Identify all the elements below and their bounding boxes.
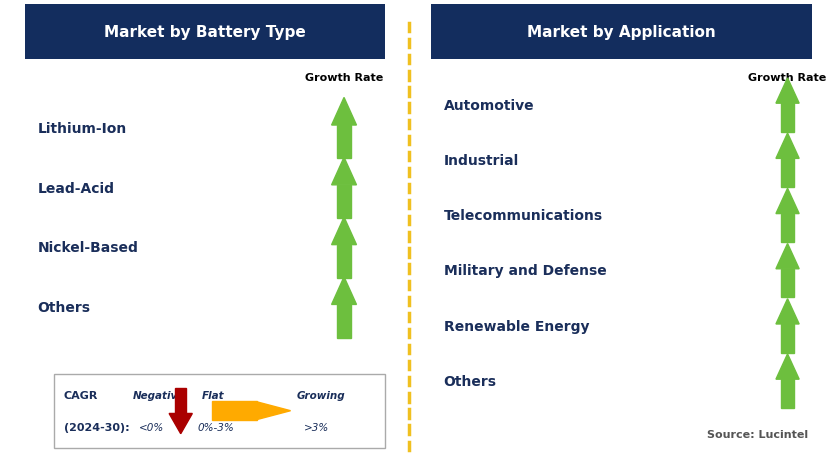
Polygon shape (775, 299, 798, 324)
Text: Lithium-Ion: Lithium-Ion (37, 122, 127, 135)
Polygon shape (775, 189, 798, 214)
Polygon shape (780, 104, 792, 132)
Polygon shape (775, 134, 798, 159)
Polygon shape (331, 218, 356, 245)
Text: Market by Battery Type: Market by Battery Type (104, 25, 306, 39)
FancyBboxPatch shape (54, 374, 385, 448)
Text: Growing: Growing (296, 390, 345, 400)
Text: Flat: Flat (201, 390, 224, 400)
Text: CAGR: CAGR (64, 390, 98, 400)
Text: Growth Rate: Growth Rate (305, 73, 383, 83)
Text: (2024-30):: (2024-30): (64, 422, 129, 432)
Text: Lead-Acid: Lead-Acid (37, 181, 114, 195)
Text: Others: Others (37, 301, 90, 314)
Polygon shape (336, 185, 351, 218)
Polygon shape (340, 409, 351, 433)
Polygon shape (257, 402, 290, 420)
Polygon shape (331, 158, 356, 185)
Text: Source: Lucintel: Source: Lucintel (706, 429, 807, 439)
Text: Nickel-Based: Nickel-Based (37, 241, 138, 255)
Text: Growth Rate: Growth Rate (748, 73, 826, 83)
Polygon shape (331, 98, 356, 126)
Text: >3%: >3% (303, 422, 328, 432)
Polygon shape (336, 126, 351, 159)
Polygon shape (331, 277, 356, 305)
Polygon shape (169, 414, 192, 434)
Polygon shape (335, 388, 357, 409)
Polygon shape (780, 269, 792, 297)
Polygon shape (336, 305, 351, 338)
Text: Telecommunications: Telecommunications (443, 209, 602, 223)
Text: 0%-3%: 0%-3% (197, 422, 233, 432)
Text: Others: Others (443, 374, 496, 388)
Text: Industrial: Industrial (443, 154, 518, 168)
FancyBboxPatch shape (25, 5, 385, 60)
Text: Negative: Negative (132, 390, 185, 400)
Polygon shape (775, 354, 798, 379)
Polygon shape (780, 379, 792, 408)
Text: Military and Defense: Military and Defense (443, 264, 605, 278)
Text: <0%: <0% (139, 422, 164, 432)
Polygon shape (780, 324, 792, 353)
Polygon shape (780, 214, 792, 242)
FancyBboxPatch shape (431, 5, 811, 60)
Polygon shape (780, 159, 792, 187)
Text: Automotive: Automotive (443, 99, 533, 112)
Polygon shape (775, 78, 798, 104)
Text: Market by Application: Market by Application (527, 25, 715, 39)
Text: Renewable Energy: Renewable Energy (443, 319, 589, 333)
Polygon shape (175, 388, 185, 414)
Polygon shape (336, 245, 351, 278)
Polygon shape (775, 244, 798, 269)
Polygon shape (212, 401, 257, 420)
